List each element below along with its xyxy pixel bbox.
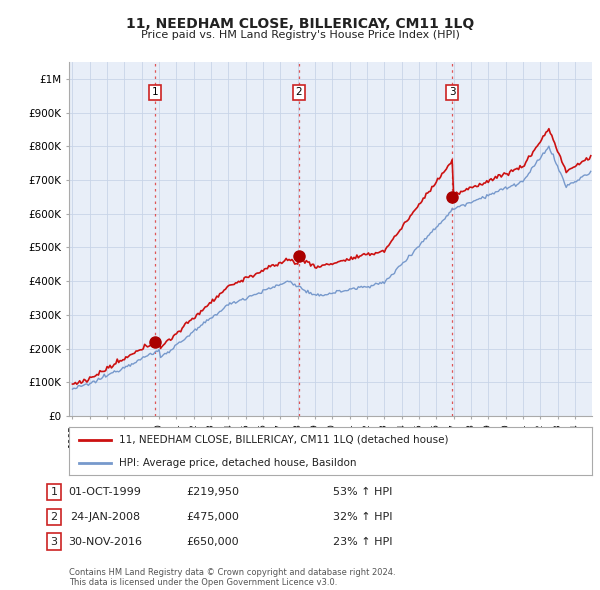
Text: 3: 3 [50,537,58,546]
Text: 11, NEEDHAM CLOSE, BILLERICAY, CM11 1LQ: 11, NEEDHAM CLOSE, BILLERICAY, CM11 1LQ [126,17,474,31]
Text: 1: 1 [151,87,158,97]
Text: 30-NOV-2016: 30-NOV-2016 [68,537,142,546]
Text: 11, NEEDHAM CLOSE, BILLERICAY, CM11 1LQ (detached house): 11, NEEDHAM CLOSE, BILLERICAY, CM11 1LQ … [119,435,448,445]
Text: 1: 1 [50,487,58,497]
Text: 2: 2 [296,87,302,97]
Text: Contains HM Land Registry data © Crown copyright and database right 2024.
This d: Contains HM Land Registry data © Crown c… [69,568,395,587]
Text: 53% ↑ HPI: 53% ↑ HPI [333,487,392,497]
Text: HPI: Average price, detached house, Basildon: HPI: Average price, detached house, Basi… [119,458,356,468]
Text: 32% ↑ HPI: 32% ↑ HPI [333,512,392,522]
Text: £219,950: £219,950 [187,487,239,497]
Text: 2: 2 [50,512,58,522]
Text: £650,000: £650,000 [187,537,239,546]
Text: 23% ↑ HPI: 23% ↑ HPI [333,537,392,546]
Text: 24-JAN-2008: 24-JAN-2008 [70,512,140,522]
Text: 01-OCT-1999: 01-OCT-1999 [68,487,142,497]
Text: Price paid vs. HM Land Registry's House Price Index (HPI): Price paid vs. HM Land Registry's House … [140,30,460,40]
Text: 3: 3 [449,87,455,97]
Text: £475,000: £475,000 [187,512,239,522]
